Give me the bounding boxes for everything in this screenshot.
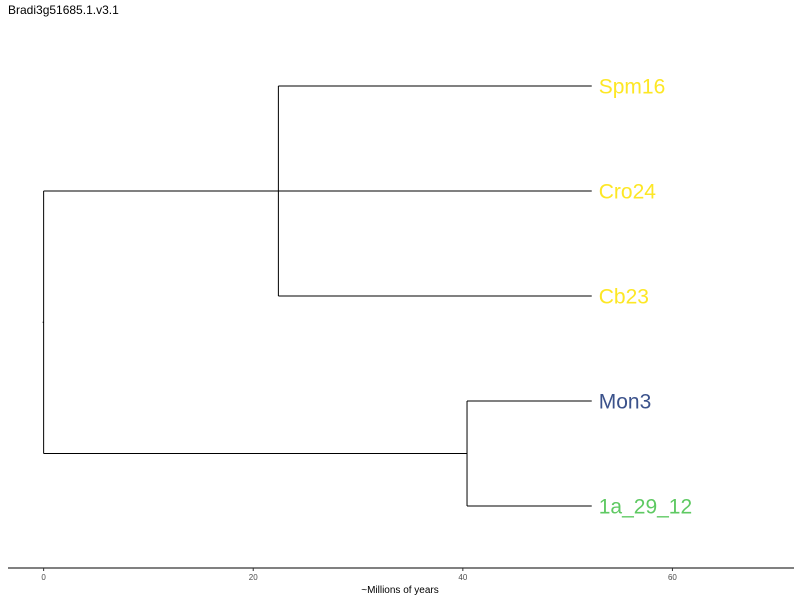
x-axis-label: ~Millions of years: [361, 585, 439, 596]
x-tick-label-0: 0: [41, 573, 46, 582]
x-axis-ticks: 0 20 40 60: [41, 568, 677, 582]
leaf-label-spm16: Spm16: [599, 76, 666, 99]
leaf-label-mon3: Mon3: [599, 391, 652, 414]
leaf-label-1a_29_12: 1a_29_12: [599, 496, 692, 519]
leaf-labels: Spm16 Cro24 Cb23 Mon3 1a_29_12: [599, 76, 692, 519]
x-tick-label-60: 60: [668, 573, 677, 582]
tree-branches: [42, 85, 592, 507]
leaf-label-cro24: Cro24: [599, 181, 657, 204]
x-tick-label-20: 20: [249, 573, 258, 582]
x-tick-label-40: 40: [458, 573, 467, 582]
page-title: Bradi3g51685.1.v3.1: [8, 3, 119, 17]
leaf-label-cb23: Cb23: [599, 286, 649, 309]
